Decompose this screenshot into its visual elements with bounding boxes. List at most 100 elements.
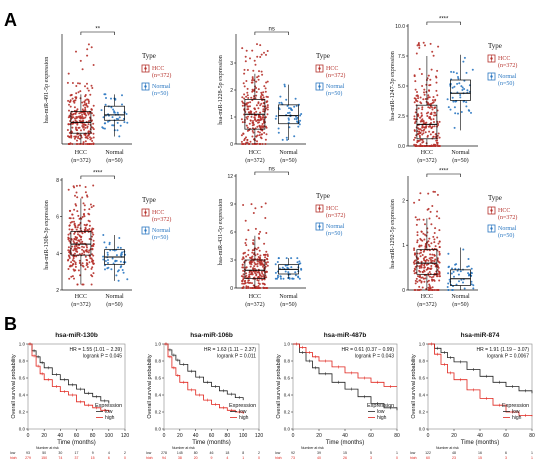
- risk-value: 18: [225, 451, 229, 455]
- data-point: [438, 279, 441, 282]
- x-category-label: Normal: [451, 150, 470, 156]
- data-point: [413, 247, 416, 250]
- legend-entry-label: (n=372): [498, 214, 517, 221]
- y-tick-label: 6: [56, 215, 59, 221]
- risk-row-label: low: [410, 451, 416, 455]
- data-point: [418, 44, 421, 47]
- data-point: [296, 120, 298, 123]
- data-point: [72, 257, 75, 260]
- legend-title: Expression: [229, 403, 256, 409]
- data-point: [291, 109, 293, 112]
- data-point: [258, 114, 261, 117]
- data-point: [244, 251, 246, 254]
- significance-bracket: [426, 173, 461, 177]
- data-point: [243, 97, 246, 100]
- y-axis-label: Overall survival probability: [11, 354, 17, 418]
- data-point: [433, 289, 436, 291]
- data-point: [259, 117, 262, 120]
- data-point: [121, 94, 123, 97]
- data-point: [417, 127, 420, 130]
- km-annotation: logrank P = 0.045: [83, 354, 122, 360]
- data-point: [437, 266, 440, 269]
- data-point: [240, 134, 243, 137]
- data-point: [81, 216, 84, 218]
- data-point: [258, 131, 261, 134]
- data-point: [81, 232, 84, 235]
- data-point: [419, 270, 422, 273]
- risk-value: 2: [124, 451, 126, 455]
- data-point: [79, 111, 82, 114]
- data-point: [103, 122, 106, 125]
- data-point: [266, 104, 269, 107]
- data-point: [427, 106, 430, 109]
- data-point: [253, 112, 256, 114]
- data-point: [242, 132, 245, 135]
- data-point: [249, 119, 252, 122]
- data-point: [81, 248, 84, 251]
- risk-value: 50: [42, 451, 46, 455]
- data-point: [436, 210, 439, 213]
- data-point: [92, 245, 95, 247]
- data-point: [242, 269, 245, 272]
- data-point: [87, 98, 90, 101]
- data-point: [293, 118, 296, 120]
- data-point: [429, 287, 432, 290]
- risk-value: 279: [25, 456, 31, 459]
- risk-value: 1: [531, 451, 533, 455]
- data-point: [253, 107, 256, 110]
- data-point: [258, 232, 261, 235]
- data-point: [416, 44, 419, 47]
- data-point: [102, 255, 105, 258]
- data-point: [452, 100, 455, 103]
- data-point: [434, 145, 437, 147]
- data-point: [287, 112, 289, 114]
- data-point: [427, 125, 430, 128]
- y-tick-label: 0.4: [19, 393, 26, 398]
- data-point: [106, 251, 109, 254]
- data-point: [75, 191, 78, 194]
- data-point: [424, 131, 427, 134]
- data-point: [73, 247, 76, 250]
- data-point: [429, 289, 432, 291]
- data-point: [260, 270, 263, 273]
- data-point: [414, 216, 417, 219]
- data-point: [427, 274, 430, 277]
- data-point: [465, 101, 468, 104]
- data-point: [434, 245, 437, 248]
- x-tick-label: 0: [292, 433, 295, 439]
- y-tick-label: 2.5: [398, 114, 405, 120]
- data-point: [82, 250, 85, 252]
- data-point: [74, 112, 77, 115]
- data-point: [436, 269, 439, 271]
- risk-row-label: high: [275, 456, 282, 459]
- data-point: [103, 241, 106, 244]
- legend-entry-label: low: [512, 409, 520, 415]
- data-point: [422, 145, 425, 147]
- data-point: [247, 253, 250, 256]
- data-point: [241, 121, 244, 124]
- data-point: [80, 129, 82, 132]
- data-point: [461, 86, 464, 89]
- data-point: [429, 258, 432, 261]
- data-point: [242, 273, 245, 276]
- data-point: [71, 97, 74, 100]
- data-point: [242, 204, 245, 206]
- data-point: [92, 227, 95, 230]
- data-point: [74, 263, 77, 266]
- data-point: [105, 246, 108, 249]
- data-point: [435, 76, 438, 79]
- data-point: [243, 68, 246, 71]
- data-point: [417, 42, 420, 44]
- y-axis-label: hsa-miR-1292-5p expression: [390, 199, 396, 269]
- data-point: [76, 250, 79, 253]
- data-point: [453, 106, 456, 109]
- data-point: [416, 231, 419, 234]
- data-point: [262, 91, 265, 94]
- data-point: [470, 111, 472, 114]
- data-point: [247, 108, 250, 111]
- data-point: [248, 279, 250, 282]
- data-point: [82, 143, 85, 145]
- data-point: [90, 267, 93, 270]
- data-point: [243, 72, 246, 75]
- data-point: [423, 91, 425, 94]
